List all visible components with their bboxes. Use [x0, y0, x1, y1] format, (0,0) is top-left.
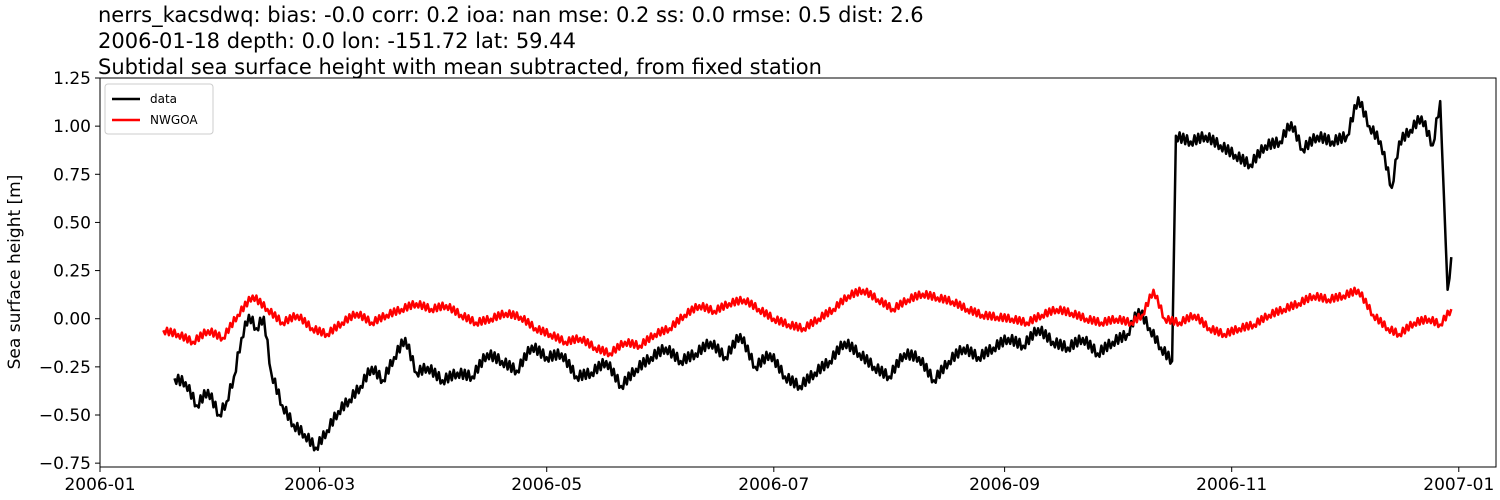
y-tick-label: 0.25 [53, 262, 91, 282]
x-tick-label: 2007-01 [1423, 475, 1494, 495]
y-tick-label: 1.00 [53, 117, 91, 137]
x-tick-label: 2006-03 [284, 475, 355, 495]
y-tick-label: 0.50 [53, 213, 91, 233]
legend-box [104, 83, 214, 135]
y-axis-label: Sea surface height [m] [5, 175, 25, 370]
x-tick-label: 2006-09 [969, 475, 1040, 495]
y-tick-label: −0.25 [39, 358, 91, 378]
chart-title-line-1: nerrs_kacsdwq: bias: -0.0 corr: 0.2 ioa:… [98, 3, 924, 27]
chart-title-line-3: Subtidal sea surface height with mean su… [98, 55, 822, 79]
series-line-nwgoa [162, 286, 1453, 358]
y-tick-label: 0.75 [53, 165, 91, 185]
y-tick-label: −0.50 [39, 406, 91, 426]
y-tick-label: −0.75 [39, 454, 91, 474]
series-layer [162, 96, 1453, 452]
x-tick-label: 2006-05 [511, 475, 582, 495]
plot-frame [99, 77, 1497, 468]
chart-title-line-2: 2006-01-18 depth: 0.0 lon: -151.72 lat: … [98, 29, 576, 53]
series-line-data [173, 96, 1453, 452]
legend-label-nwgoa: NWGOA [150, 113, 198, 127]
y-tick-label: 0.00 [53, 310, 91, 330]
legend-label-data: data [150, 92, 177, 106]
y-tick-label: 1.25 [53, 69, 91, 89]
x-tick-label: 2006-01 [64, 475, 135, 495]
axes-layer: 2006-01 2006-03 2006-05 2006-07 2006-09 2006-… [39, 69, 1497, 495]
x-tick-label: 2006-07 [738, 475, 809, 495]
legend: data NWGOA [104, 83, 214, 135]
x-tick-label: 2006-11 [1196, 475, 1267, 495]
